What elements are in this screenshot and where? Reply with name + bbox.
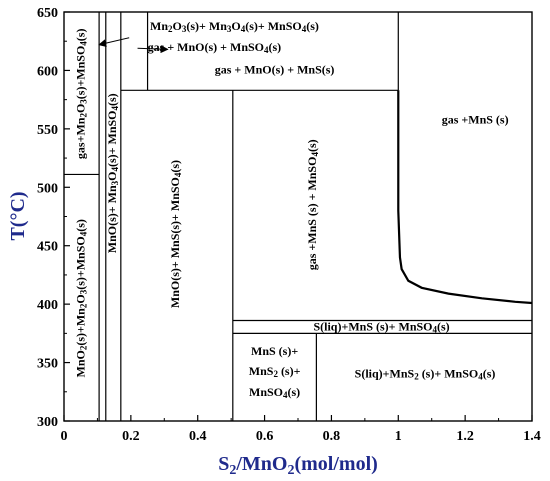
- annotation-arrow: [98, 37, 130, 48]
- x-tick-label: 1.2: [456, 429, 474, 444]
- phase-boundaries: [64, 12, 533, 421]
- phase-region-label: S(liq)+MnS (s)+ MnSO4(s): [313, 319, 449, 334]
- phase-region-labels: Mn2O3(s)+ Mn3O4(s)+ MnSO4(s) gas + MnO(s)…: [73, 19, 508, 400]
- y-tick-label: 650: [37, 6, 58, 21]
- y-tick-label: 350: [37, 357, 58, 372]
- gas-boundary-curve: [397, 90, 533, 305]
- y-tick-label: 600: [37, 64, 58, 79]
- y-axis-title: T(°C): [7, 191, 29, 240]
- phase-region-label: MnS (s)+: [251, 344, 298, 358]
- x-axis-title: S2/MnO2(mol/mol): [218, 453, 378, 478]
- annotation-arrow: [137, 45, 169, 54]
- y-tick-label: 300: [37, 415, 58, 430]
- phase-region-label: gas + MnO(s) + MnSO4(s): [148, 40, 282, 55]
- x-tick-label: 1.4: [523, 429, 541, 444]
- y-tick-label: 400: [37, 298, 58, 313]
- y-axis: 300 350 400 450 500 550 600 650: [37, 6, 70, 430]
- phase-region-label: MnSO4(s): [249, 385, 300, 400]
- y-tick-label: 550: [37, 123, 58, 138]
- y-tick-label: 500: [37, 181, 58, 196]
- phase-region-label: MnO(s)+ MnS(s)+ MnSO4(s): [168, 160, 183, 308]
- x-tick-label: 0.4: [189, 429, 207, 444]
- x-tick-label: 0.8: [323, 429, 341, 444]
- phase-region-label: Mn2O3(s)+ Mn3O4(s)+ MnSO4(s): [150, 19, 319, 34]
- phase-region-label: MnO(s)+ Mn3O4(s)+ MnSO4(s): [105, 93, 120, 253]
- x-tick-label: 0: [61, 429, 68, 444]
- phase-region-label: gas+Mn2O3(s)+MnSO4(s): [73, 29, 88, 160]
- phase-region-label: MnO2(s)+Mn2O3(s)+MnSO4(s): [73, 219, 88, 377]
- annotation-arrows: [98, 37, 169, 54]
- x-tick-label: 0.6: [256, 429, 274, 444]
- x-axis: 0 0.2 0.4 0.6 0.8 1 1.2 1.4: [61, 415, 541, 444]
- y-tick-label: 450: [37, 240, 58, 255]
- phase-region-label: MnS2 (s)+: [249, 364, 301, 379]
- phase-region-label: gas +MnS (s): [442, 112, 509, 126]
- phase-region-label: S(liq)+MnS2 (s)+ MnSO4(s): [355, 366, 496, 381]
- x-tick-label: 0.2: [122, 429, 140, 444]
- x-tick-label: 1: [395, 429, 402, 444]
- phase-region-label: gas + MnO(s) + MnS(s): [215, 62, 335, 76]
- phase-region-label: gas +MnS (s) + MnSO4(s): [305, 139, 320, 270]
